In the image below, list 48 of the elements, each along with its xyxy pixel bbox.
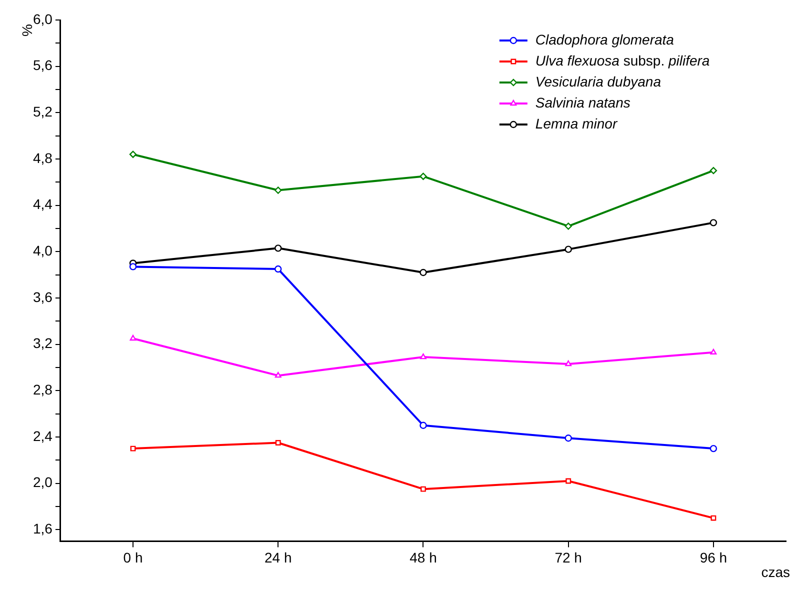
y-axis-title: % <box>18 24 35 36</box>
point <box>275 440 281 446</box>
x-tick-label: 24 h <box>264 549 292 566</box>
point <box>710 166 718 174</box>
point <box>564 434 572 442</box>
point <box>710 348 717 355</box>
x-tick-label: 96 h <box>700 549 728 566</box>
point <box>710 515 716 521</box>
y-tick-label: 2,8 <box>32 381 53 398</box>
legend-label: Vesicularia dubyana <box>535 73 662 90</box>
y-tick-label: 1,6 <box>32 520 53 536</box>
y-tick-label: 2,0 <box>32 474 53 490</box>
legend-label: Cladophora glomerata <box>535 31 674 48</box>
point <box>420 172 427 180</box>
point <box>129 150 137 158</box>
x-tick-label: 0 h <box>123 549 143 566</box>
point <box>420 268 427 276</box>
point <box>420 422 427 429</box>
point <box>710 219 718 226</box>
y-tick-label: 5,6 <box>32 57 53 74</box>
point <box>566 478 572 484</box>
y-tick-label: 5,2 <box>32 104 53 120</box>
y-tick-label: 2,4 <box>32 428 53 444</box>
point <box>274 244 282 252</box>
legend-label: Ulva flexuosa subsp. pilifera <box>535 52 710 68</box>
x-tick-label: 72 h <box>554 549 582 566</box>
point <box>565 360 572 366</box>
y-tick-label: 4,8 <box>32 150 53 166</box>
point <box>274 265 282 273</box>
point <box>274 372 282 378</box>
point <box>710 444 718 452</box>
legend-label: Lemna minor <box>535 115 618 132</box>
legend-label: Salvinia natans <box>535 94 630 110</box>
point <box>274 186 282 194</box>
y-tick-label: 3,2 <box>32 335 53 352</box>
y-tick-label: 6,0 <box>32 10 53 27</box>
point <box>564 222 572 230</box>
y-tick-label: 3,6 <box>32 288 53 305</box>
y-tick-label: 4,0 <box>32 242 53 259</box>
point <box>130 446 136 452</box>
point <box>420 486 426 492</box>
x-axis-title: czas <box>761 564 790 580</box>
x-tick-label: 48 h <box>410 549 437 566</box>
point <box>129 263 137 270</box>
point <box>564 246 572 253</box>
point <box>130 334 136 341</box>
point <box>420 353 426 360</box>
y-tick-label: 4,4 <box>32 196 53 212</box>
